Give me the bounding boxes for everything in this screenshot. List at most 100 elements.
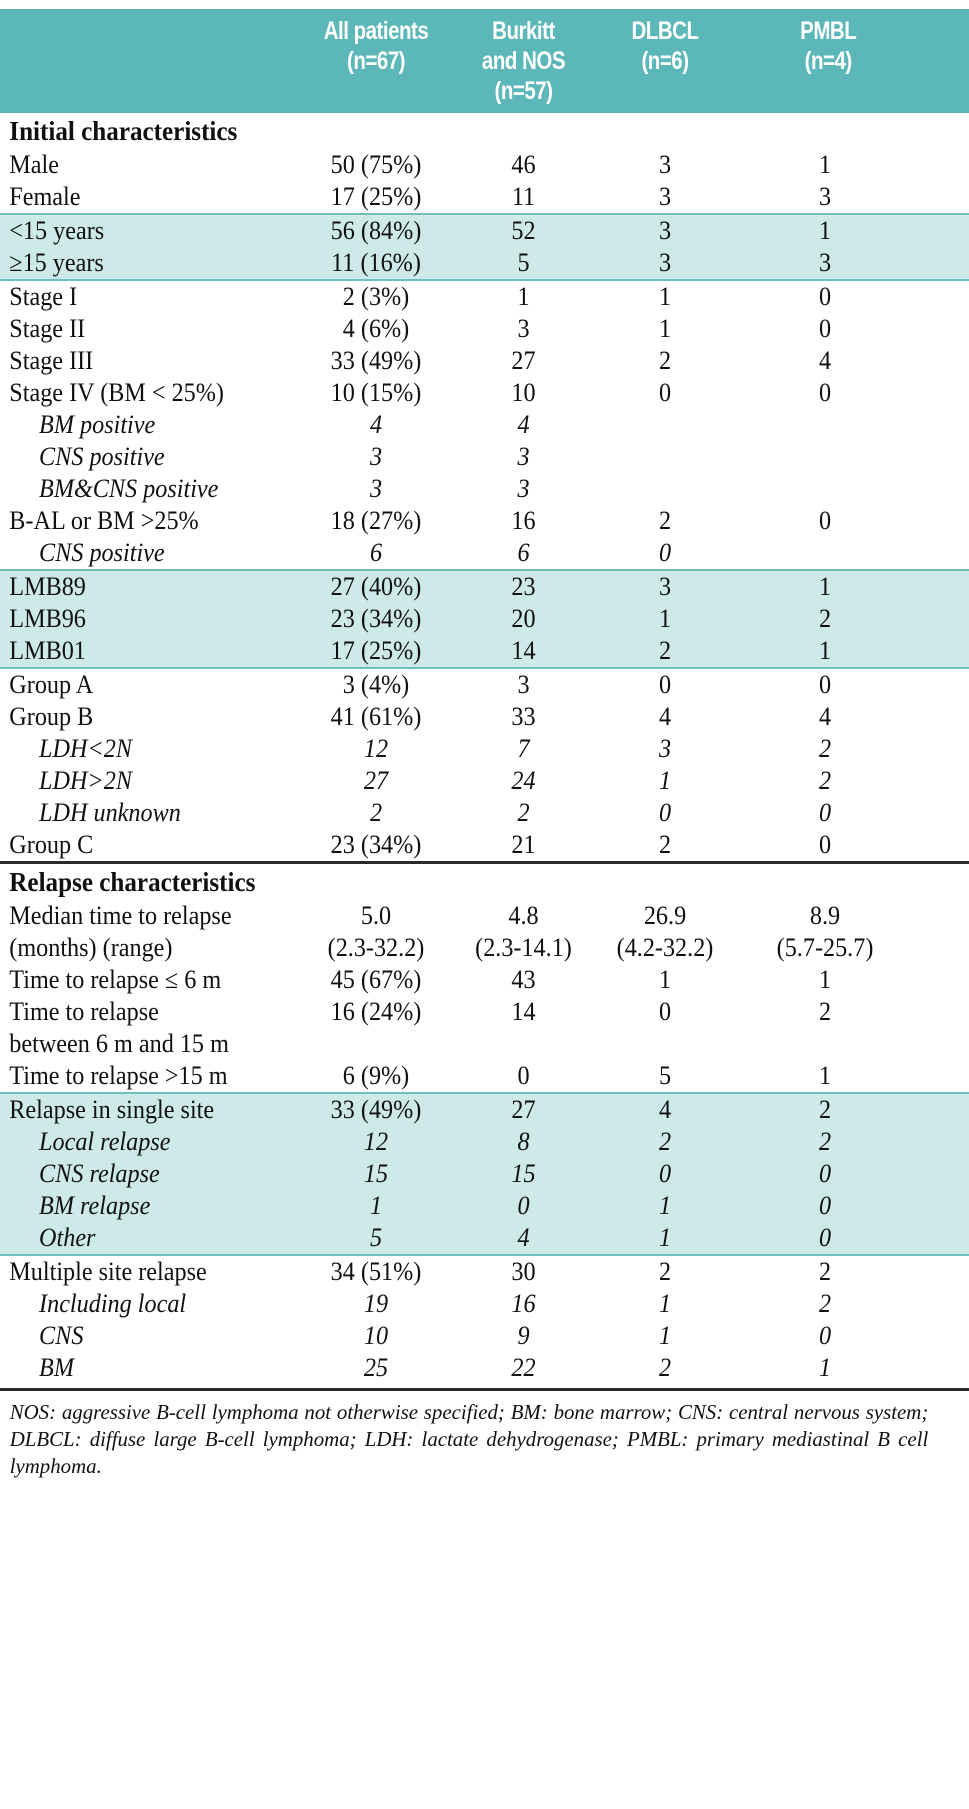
cell-dlbcl: (4.2-32.2) (616, 933, 714, 962)
row-label: Multiple site relapse (9, 1257, 207, 1286)
cell-dlbcl: 2 (658, 636, 672, 665)
cell-all-patients: 15 (363, 1159, 389, 1188)
row-label: (months) (range) (9, 933, 173, 962)
cell-pmbl: 1 (818, 1353, 832, 1382)
cell-all-patients: 16 (24%) (330, 997, 422, 1026)
cell-all-patients: 6 (9%) (342, 1061, 410, 1090)
table-row: Female 17 (25%) 11 3 3 (0, 181, 969, 213)
cell-dlbcl: 0 (658, 538, 672, 567)
cell-pmbl: 0 (818, 314, 832, 343)
cell-all-patients: 19 (363, 1289, 389, 1318)
row-label: LDH unknown (39, 798, 181, 827)
column-header-burkitt-nos: Burkitt and NOS (n=57) (465, 9, 582, 113)
cell-burkitt-nos: 33 (511, 702, 536, 731)
cell-burkitt-nos: 8 (517, 1127, 530, 1156)
table-row: Local relapse 12 8 2 2 (0, 1126, 969, 1158)
table-row: CNS relapse 15 15 0 0 (0, 1158, 969, 1190)
cell-all-patients: 50 (75%) (330, 150, 422, 179)
row-label: CNS positive (39, 442, 165, 471)
cell-dlbcl: 1 (658, 1289, 672, 1318)
column-header-burkitt-nos-line2: and NOS (481, 47, 566, 75)
cell-dlbcl: 1 (658, 965, 672, 994)
cell-burkitt-nos: 3 (517, 474, 530, 503)
cell-pmbl: 0 (818, 1159, 832, 1188)
cell-burkitt-nos: (2.3-14.1) (475, 933, 572, 962)
cell-dlbcl: 2 (658, 1257, 672, 1286)
cell-all-patients: 23 (34%) (330, 830, 422, 859)
table-row: Stage I 2 (3%) 1 1 0 (0, 281, 969, 313)
cell-pmbl: 2 (818, 766, 832, 795)
cell-all-patients: 27 (363, 766, 389, 795)
cell-pmbl: 0 (818, 1191, 832, 1220)
row-label: Relapse in single site (9, 1095, 215, 1124)
cell-dlbcl: 0 (658, 1159, 672, 1188)
cell-burkitt-nos: 15 (511, 1159, 536, 1188)
cell-burkitt-nos: 3 (517, 670, 530, 699)
row-label: Time to relapse >15 m (9, 1061, 228, 1090)
section-title: Initial characteristics (9, 116, 238, 146)
cell-all-patients: 34 (51%) (330, 1257, 422, 1286)
column-header-dlbcl: DLBCL (n=6) (608, 9, 723, 113)
cell-all-patients: 33 (49%) (330, 346, 422, 375)
cell-all-patients: 10 (15%) (330, 378, 422, 407)
row-label: LDH>2N (39, 766, 132, 795)
cell-burkitt-nos: 9 (517, 1321, 530, 1350)
cell-dlbcl: 0 (658, 997, 672, 1026)
cell-dlbcl: 1 (658, 604, 672, 633)
cell-pmbl: 1 (818, 150, 832, 179)
table-row: CNS positive 6 6 0 (0, 537, 969, 569)
footnote-divider (0, 1388, 969, 1391)
cell-all-patients: (2.3-32.2) (327, 933, 425, 962)
table-header-row: All patients (n=67) Burkitt and NOS (n=5… (0, 9, 969, 113)
cell-pmbl: 1 (818, 216, 832, 245)
row-label: CNS positive (39, 538, 165, 567)
row-label: Time to relapse ≤ 6 m (9, 965, 222, 994)
cell-pmbl: 1 (818, 1061, 832, 1090)
cell-burkitt-nos: 16 (511, 1289, 536, 1318)
cell-pmbl: 4 (818, 346, 832, 375)
table-row: Time to relapse >15 m 6 (9%) 0 5 1 (0, 1060, 969, 1092)
cell-all-patients: 5.0 (360, 901, 392, 930)
row-label: BM positive (39, 410, 156, 439)
cell-dlbcl: 3 (658, 150, 672, 179)
cell-dlbcl: 1 (658, 1321, 672, 1350)
cell-pmbl: 0 (818, 798, 832, 827)
row-label: LMB01 (9, 636, 86, 665)
cell-dlbcl: 0 (658, 670, 672, 699)
cell-pmbl: 1 (818, 965, 832, 994)
cell-all-patients: 45 (67%) (330, 965, 422, 994)
column-header-burkitt-nos-line1: Burkitt (492, 17, 555, 45)
row-label: LMB96 (9, 604, 86, 633)
cell-dlbcl: 2 (658, 1353, 672, 1382)
column-header-pmbl-line2: (n=4) (804, 47, 853, 75)
cell-burkitt-nos: 5 (517, 248, 530, 277)
table-row: Group A 3 (4%) 3 0 0 (0, 669, 969, 701)
column-header-burkitt-nos-line3: (n=57) (494, 77, 553, 105)
cell-pmbl: 2 (818, 1257, 832, 1286)
cell-dlbcl: 1 (658, 1223, 672, 1252)
column-header-label (27, 9, 273, 113)
table-band: Multiple site relapse 34 (51%) 30 2 2 Includi… (0, 1256, 969, 1384)
table-row: Group B 41 (61%) 33 4 4 (0, 701, 969, 733)
table-row: <15 years 56 (84%) 52 3 1 (0, 215, 969, 247)
cell-pmbl: 1 (818, 572, 832, 601)
cell-dlbcl: 3 (658, 216, 672, 245)
row-label: <15 years (9, 216, 105, 245)
table-row: BM&CNS positive 3 3 (0, 473, 969, 505)
cell-dlbcl: 3 (658, 734, 672, 763)
table-row: B-AL or BM >25% 18 (27%) 16 2 0 (0, 505, 969, 537)
cell-all-patients: 2 (3%) (342, 282, 410, 311)
cell-burkitt-nos: 27 (511, 1095, 536, 1124)
row-label: LDH<2N (39, 734, 132, 763)
cell-burkitt-nos: 16 (511, 506, 536, 535)
table-band: Relapse characteristics Median time to re… (0, 861, 969, 1092)
row-label: Including local (39, 1289, 187, 1318)
cell-burkitt-nos: 43 (511, 965, 536, 994)
cell-burkitt-nos: 6 (517, 538, 530, 567)
row-label: Male (9, 150, 59, 179)
table-row: Stage III 33 (49%) 27 2 4 (0, 345, 969, 377)
section-header-relapse-characteristics: Relapse characteristics (0, 864, 969, 900)
row-label: B-AL or BM >25% (9, 506, 199, 535)
cell-burkitt-nos: 7 (517, 734, 530, 763)
